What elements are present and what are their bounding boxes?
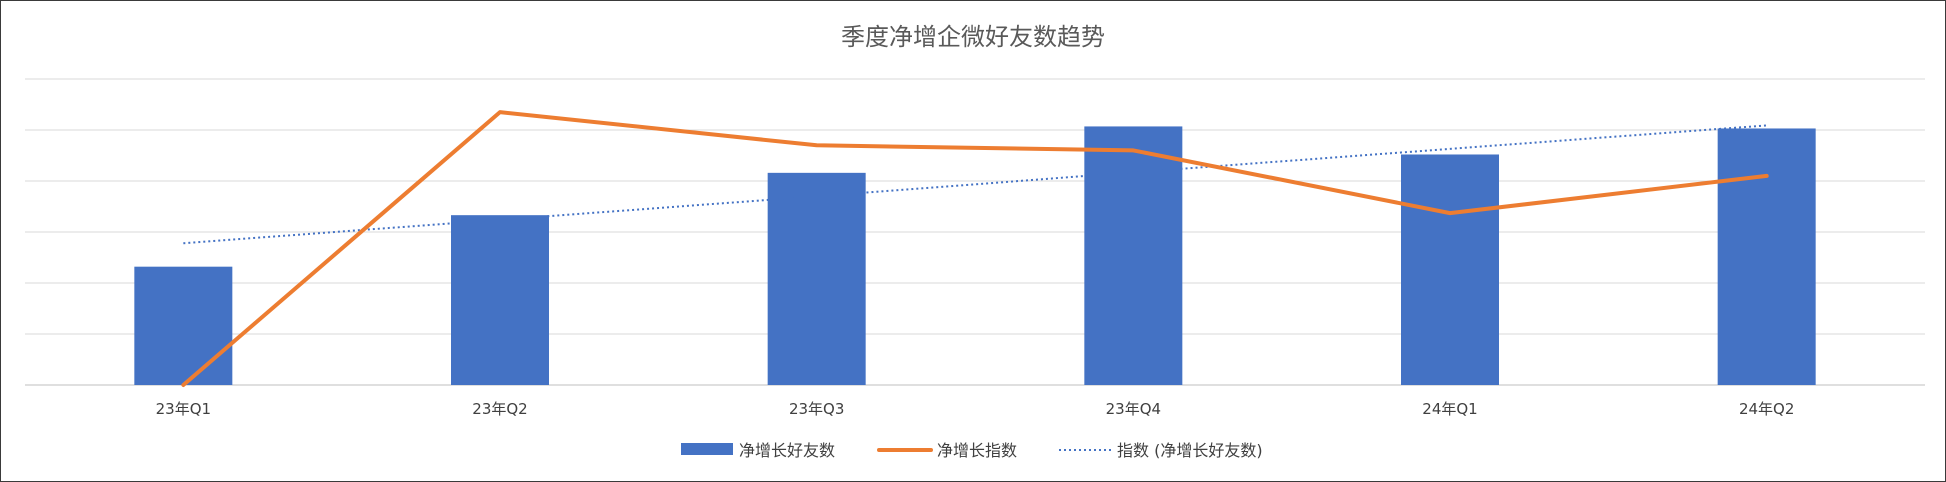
x-tick-label: 23年Q3	[789, 400, 844, 418]
x-tick-label: 24年Q1	[1422, 400, 1477, 418]
bar	[1084, 126, 1183, 386]
x-tick-label: 23年Q1	[156, 400, 211, 418]
series-line	[181, 110, 1769, 387]
legend-label: 净增长好友数	[739, 441, 835, 460]
bar	[451, 215, 549, 385]
legend-label: 指数 (净增长好友数)	[1117, 441, 1263, 460]
gridlines	[25, 78, 1925, 386]
line-series	[181, 110, 1769, 387]
legend-label: 净增长指数	[937, 441, 1017, 460]
bar-series	[134, 126, 1816, 386]
legend-swatch-bar	[681, 443, 733, 455]
bar	[1717, 128, 1816, 385]
x-tick-label: 24年Q2	[1739, 400, 1794, 418]
trendline	[183, 124, 1767, 245]
chart-title: 季度净增企微好友数趋势	[841, 23, 1105, 51]
x-tick-label: 23年Q2	[472, 400, 527, 418]
bar	[134, 266, 233, 385]
legend: 净增长好友数 净增长指数 指数 (净增长好友数)	[681, 441, 1263, 460]
x-axis-ticks: 23年Q1 23年Q2 23年Q3 23年Q4 24年Q1 24年Q2	[156, 400, 1795, 418]
bar	[767, 172, 866, 385]
trendline-series	[183, 124, 1767, 245]
bar	[1401, 154, 1499, 385]
x-tick-label: 23年Q4	[1106, 400, 1161, 418]
